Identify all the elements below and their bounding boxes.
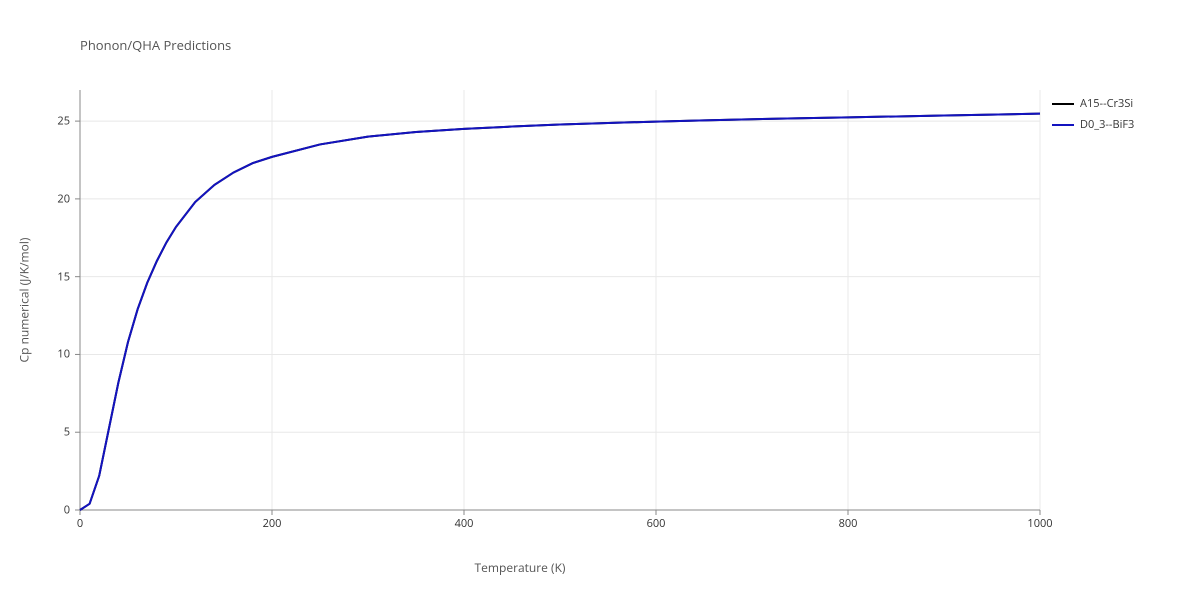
- y-tick-label: 15: [40, 269, 70, 284]
- legend-label: A15--Cr3Si: [1080, 96, 1133, 111]
- y-tick-label: 10: [40, 347, 70, 362]
- y-tick-label: 5: [40, 425, 70, 440]
- series-line[interactable]: [80, 114, 1040, 510]
- series-line[interactable]: [80, 114, 1040, 510]
- plot-area[interactable]: 0510152025 02004006008001000: [80, 90, 1040, 510]
- legend-swatch: [1052, 103, 1074, 105]
- x-tick-label: 0: [60, 516, 100, 531]
- x-tick-label: 200: [252, 516, 292, 531]
- x-tick-label: 400: [444, 516, 484, 531]
- x-tick-label: 600: [636, 516, 676, 531]
- chart-title: Phonon/QHA Predictions: [80, 36, 231, 54]
- y-tick-label: 25: [40, 114, 70, 129]
- legend-swatch: [1052, 124, 1074, 126]
- legend: A15--Cr3Si D0_3--BiF3: [1052, 96, 1134, 138]
- x-axis-label: Temperature (K): [0, 559, 1040, 576]
- y-tick-label: 20: [40, 191, 70, 206]
- legend-label: D0_3--BiF3: [1080, 117, 1134, 132]
- chart-container: Phonon/QHA Predictions Cp numerical (J/K…: [0, 0, 1200, 600]
- plot-svg: [80, 90, 1040, 510]
- x-tick-label: 1000: [1020, 516, 1060, 531]
- legend-item[interactable]: D0_3--BiF3: [1052, 117, 1134, 132]
- x-tick-label: 800: [828, 516, 868, 531]
- y-axis-label: Cp numerical (J/K/mol): [16, 238, 33, 363]
- legend-item[interactable]: A15--Cr3Si: [1052, 96, 1134, 111]
